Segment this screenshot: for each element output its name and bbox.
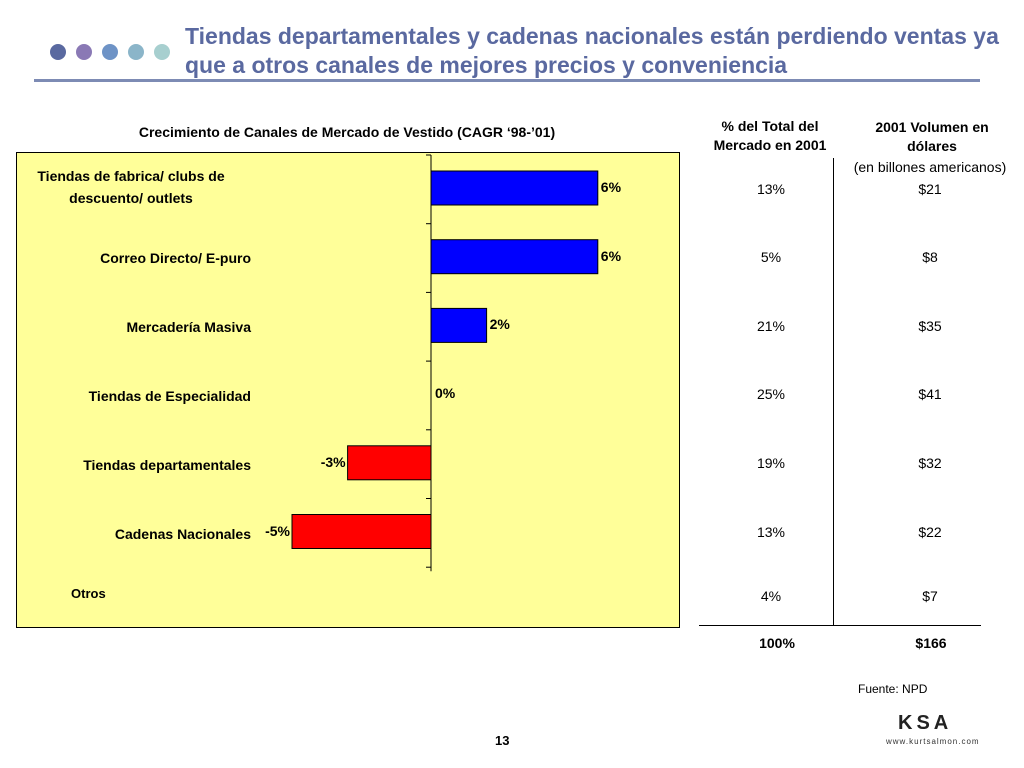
category-label: Mercadería Masiva [126, 319, 251, 335]
share-cell: 5% [760, 249, 782, 265]
source-note: Fuente: NPD [858, 682, 928, 696]
total-divider [699, 625, 981, 626]
bar [430, 170, 599, 206]
page-number: 13 [495, 733, 510, 748]
data-label: 0% [435, 385, 456, 402]
title-divider [34, 79, 980, 82]
data-label: -5% [265, 522, 290, 539]
bar [291, 514, 432, 549]
dot-1 [50, 44, 66, 60]
category-label: Otros [71, 586, 106, 601]
volume-column-header: 2001 Volumen en dólares [875, 119, 989, 154]
share-cell: 21% [756, 318, 786, 334]
dot-5 [154, 44, 170, 60]
volume-cell: $32 [918, 455, 942, 471]
share-cell: 19% [756, 455, 786, 471]
dot-2 [76, 44, 92, 60]
share-cell: 4% [760, 588, 782, 604]
volume-cell: $8 [922, 249, 938, 265]
dot-4 [128, 44, 144, 60]
share-column-header: % del Total del Mercado en 2001 [713, 118, 827, 153]
data-label: 6% [600, 247, 622, 264]
slide-title: Tiendas departamentales y cadenas nacion… [185, 23, 999, 78]
category-label: Correo Directo/ E-puro [100, 250, 251, 266]
ksa-logo: KSA [898, 712, 953, 734]
volume-cell: $22 [918, 524, 942, 540]
chart-panel: Tiendas de fabrica/ clubs de descuento/ … [16, 152, 680, 628]
bar [430, 307, 488, 343]
category-label: Tiendas de Especialidad [88, 388, 251, 404]
ksa-logo-url: www.kurtsalmon.com [886, 737, 980, 746]
bar-chart [291, 154, 599, 572]
total-share: 100% [759, 635, 795, 651]
bar [430, 239, 599, 275]
share-cell: 13% [756, 181, 786, 197]
volume-cell: $7 [922, 588, 938, 604]
chart-title: Crecimiento de Canales de Mercado de Ves… [138, 124, 556, 140]
data-label: 2% [489, 316, 510, 333]
category-label: Cadenas Nacionales [114, 526, 251, 542]
total-volume: $166 [915, 635, 947, 651]
data-label: 6% [600, 179, 622, 195]
volume-cell: $35 [918, 318, 942, 334]
volume-cell: $41 [918, 386, 942, 402]
data-label: -3% [320, 453, 346, 470]
volume-cell: $21 [918, 181, 942, 197]
share-cell: 13% [756, 524, 786, 540]
dot-3 [102, 44, 118, 60]
category-label: Tiendas de fabrica/ clubs de descuento/ … [37, 168, 225, 206]
bar [347, 445, 432, 481]
category-label: Tiendas departamentales [83, 457, 251, 473]
share-cell: 25% [756, 386, 786, 402]
volume-column-subheader: (en billones americanos) [853, 159, 1007, 175]
column-divider [833, 158, 834, 626]
